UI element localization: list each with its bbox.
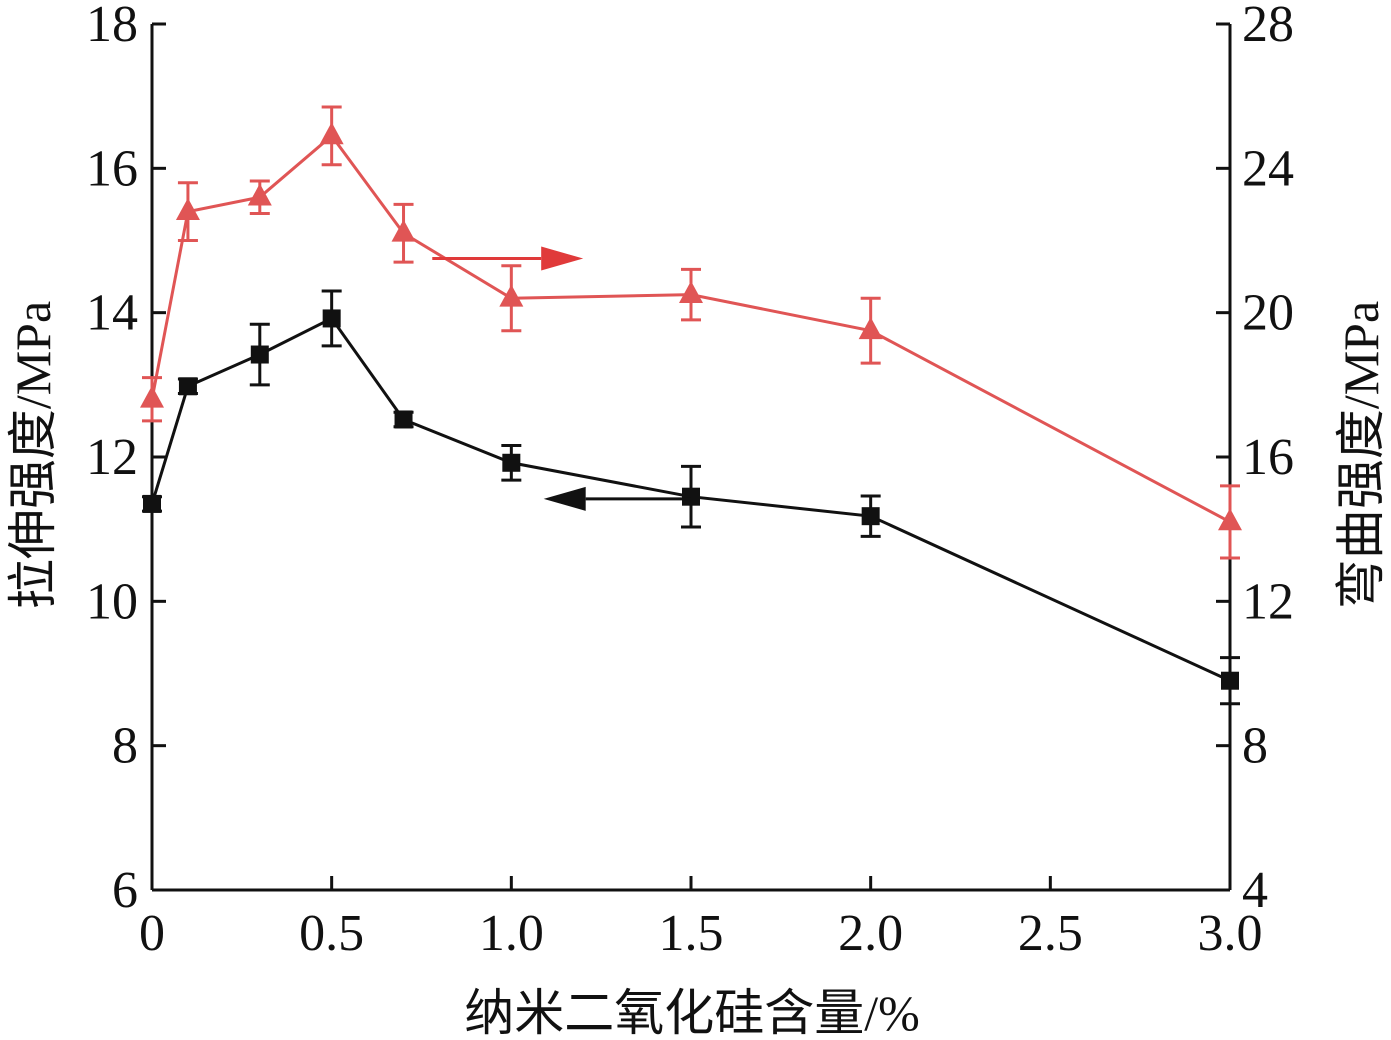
left-y-tick-label: 14 (86, 285, 138, 342)
left-y-axis-ticks: 6 8 10 12 14 16 18 (86, 0, 166, 919)
right-y-axis-ticks: 4 8 12 16 20 24 28 (1216, 0, 1294, 919)
square-point (682, 487, 700, 506)
x-axis-title: 纳米二氧化硅含量/% (464, 985, 920, 1040)
left-y-axis-title: 拉伸强度/MPa (5, 301, 61, 609)
x-tick-label: 1.0 (479, 905, 544, 962)
triangle-point (1218, 508, 1242, 531)
left-y-tick-label: 18 (86, 0, 138, 53)
x-tick-label: 2.0 (838, 905, 903, 962)
x-axis-ticks: 0 0.5 1.0 1.5 2.0 2.5 3.0 (139, 876, 1263, 962)
triangle-point (175, 197, 200, 220)
square-point (250, 345, 269, 364)
square-point (502, 453, 521, 472)
right-y-tick-label: 4 (1242, 862, 1268, 919)
left-y-tick-label: 8 (112, 718, 138, 775)
axis-arrow-right (432, 246, 584, 271)
series-layer (140, 105, 1242, 706)
axis-arrow-left (543, 486, 691, 511)
square-point (143, 494, 161, 513)
left-y-tick-label: 16 (86, 140, 138, 197)
triangle-point (858, 317, 883, 340)
series-right-axis (140, 105, 1242, 560)
triangle-point (679, 280, 703, 303)
triangle-point (247, 183, 272, 206)
square-point (861, 507, 880, 526)
right-y-tick-label: 20 (1242, 285, 1294, 342)
right-y-tick-label: 8 (1242, 718, 1268, 775)
arrow-head (543, 486, 586, 511)
right-y-tick-label: 16 (1242, 429, 1294, 486)
x-tick-label: 2.5 (1018, 905, 1083, 962)
triangle-point (499, 284, 524, 307)
triangle-point (319, 122, 344, 145)
square-point (322, 309, 341, 328)
left-y-tick-label: 12 (86, 429, 138, 486)
left-y-tick-label: 6 (112, 862, 138, 919)
square-point (1221, 671, 1239, 690)
x-tick-label: 0 (139, 905, 165, 962)
right-y-axis-title: 弯曲强度/MPa (1333, 301, 1389, 609)
right-y-tick-label: 28 (1242, 0, 1294, 53)
x-tick-label: 1.5 (659, 905, 724, 962)
annotation-layer (432, 246, 691, 511)
arrow-head (541, 246, 584, 271)
right-y-tick-label: 12 (1242, 573, 1294, 630)
series-left-axis (142, 289, 1240, 706)
x-tick-label: 0.5 (299, 905, 364, 962)
square-point (178, 377, 197, 396)
triangle-point (140, 385, 164, 408)
left-y-tick-label: 10 (86, 573, 138, 630)
triangle-point (391, 219, 416, 242)
axes-frame (150, 24, 1232, 892)
right-y-tick-label: 24 (1242, 140, 1294, 197)
square-point (394, 410, 413, 429)
x-tick-label: 3.0 (1198, 905, 1263, 962)
